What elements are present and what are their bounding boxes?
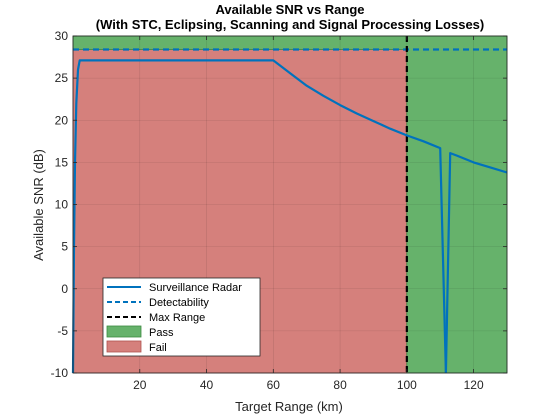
tick-marks — [73, 35, 507, 374]
y-tick-label: 30 — [55, 29, 69, 43]
y-tick-label: 5 — [61, 240, 68, 254]
x-axis-label: Target Range (km) — [235, 399, 343, 414]
y-tick-label: 10 — [55, 198, 69, 212]
legend-label-surveillance-radar: Surveillance Radar — [149, 282, 242, 294]
x-tick-label: 80 — [333, 378, 347, 392]
x-tick-label: 40 — [200, 378, 214, 392]
legend-swatch-fail — [106, 340, 142, 353]
legend-label-max-range: Max Range — [149, 312, 205, 324]
chart-title: Available SNR vs Range — [215, 2, 364, 17]
chart-subtitle: (With STC, Eclipsing, Scanning and Signa… — [96, 17, 485, 32]
surveillance-radar-line-segment-2 — [444, 152, 508, 374]
legend-swatch-pass — [106, 325, 142, 338]
y-axis-label: Available SNR (dB) — [31, 149, 46, 261]
y-tick-label: 15 — [55, 155, 69, 169]
y-tick-label: 25 — [55, 71, 69, 85]
series-group — [71, 59, 508, 374]
y-tick-label: 20 — [55, 113, 69, 127]
legend-label-detectability: Detectability — [149, 297, 209, 309]
legend-label-pass: Pass — [149, 327, 174, 339]
x-tick-label: 120 — [464, 378, 484, 392]
y-tick-label: -10 — [51, 366, 69, 380]
legend: Surveillance Radar Detectability Max Ran… — [102, 277, 261, 357]
legend-label-fail: Fail — [149, 342, 167, 354]
x-tick-label: 20 — [133, 378, 147, 392]
x-tick-label: 60 — [267, 378, 281, 392]
y-tick-label: 0 — [61, 282, 68, 296]
y-tick-label: -5 — [57, 324, 68, 338]
x-tick-label: 100 — [397, 378, 417, 392]
surveillance-radar-line-segment-1 — [71, 59, 447, 374]
